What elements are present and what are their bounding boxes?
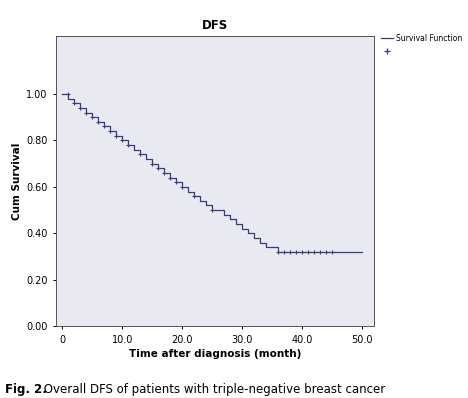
Text: Overall DFS of patients with triple-negative breast cancer: Overall DFS of patients with triple-nega… xyxy=(40,383,385,396)
X-axis label: Time after diagnosis (month): Time after diagnosis (month) xyxy=(129,349,301,359)
Title: DFS: DFS xyxy=(202,19,228,32)
Legend: Survival Function, : Survival Function, xyxy=(381,34,462,56)
Y-axis label: Cum Survival: Cum Survival xyxy=(12,142,22,220)
Text: Fig. 2.: Fig. 2. xyxy=(5,383,46,396)
